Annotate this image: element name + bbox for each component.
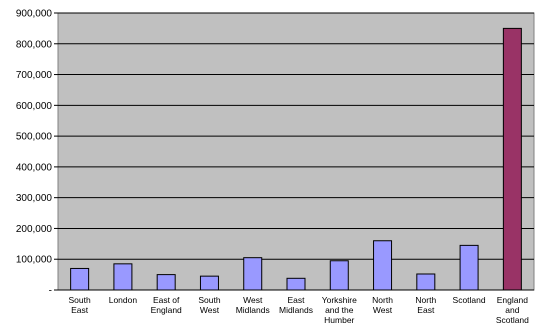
x-category-label: Scotland bbox=[453, 295, 486, 305]
x-axis-labels: South East London East of England South West We… bbox=[69, 295, 530, 325]
y-tick-label: 400,000 bbox=[16, 162, 53, 173]
x-category-label: South East bbox=[69, 295, 91, 315]
y-tick-label: - bbox=[49, 286, 52, 297]
bar bbox=[459, 244, 479, 291]
bar bbox=[329, 260, 349, 291]
y-tick-label: 900,000 bbox=[16, 9, 53, 20]
bar bbox=[156, 274, 176, 291]
y-tick-label: 300,000 bbox=[16, 193, 53, 204]
bars bbox=[70, 27, 522, 291]
bar bbox=[70, 267, 90, 291]
bar bbox=[416, 273, 436, 291]
bar bbox=[286, 277, 306, 291]
x-category-label: North West bbox=[372, 295, 393, 315]
x-category-label: South West bbox=[198, 295, 220, 315]
bar bbox=[373, 240, 393, 291]
plot-area bbox=[57, 12, 535, 291]
y-tick-label: 200,000 bbox=[16, 224, 53, 235]
x-category-label: East Midlands bbox=[279, 295, 313, 315]
x-category-label: West Midlands bbox=[236, 295, 270, 315]
x-category-label: Yorkshire and the Humber bbox=[322, 295, 357, 325]
y-tick-label: 800,000 bbox=[16, 39, 53, 50]
x-category-label: North East bbox=[415, 295, 436, 315]
y-tick-label: 500,000 bbox=[16, 132, 53, 143]
y-tick-label: 100,000 bbox=[16, 255, 53, 266]
x-category-label: England and Scotland bbox=[496, 295, 529, 325]
y-tick-label: 700,000 bbox=[16, 70, 53, 81]
bar bbox=[502, 27, 522, 291]
y-axis-ticks: - 100,000 200,000 300,000 400,000 500,000 600,… bbox=[16, 9, 58, 297]
x-category-label: London bbox=[109, 295, 138, 305]
x-category-label: East of England bbox=[151, 295, 182, 315]
y-tick-label: 600,000 bbox=[16, 101, 53, 112]
bar bbox=[243, 257, 263, 291]
bar bbox=[113, 263, 133, 291]
bar bbox=[199, 275, 219, 291]
gridlines bbox=[58, 12, 534, 260]
